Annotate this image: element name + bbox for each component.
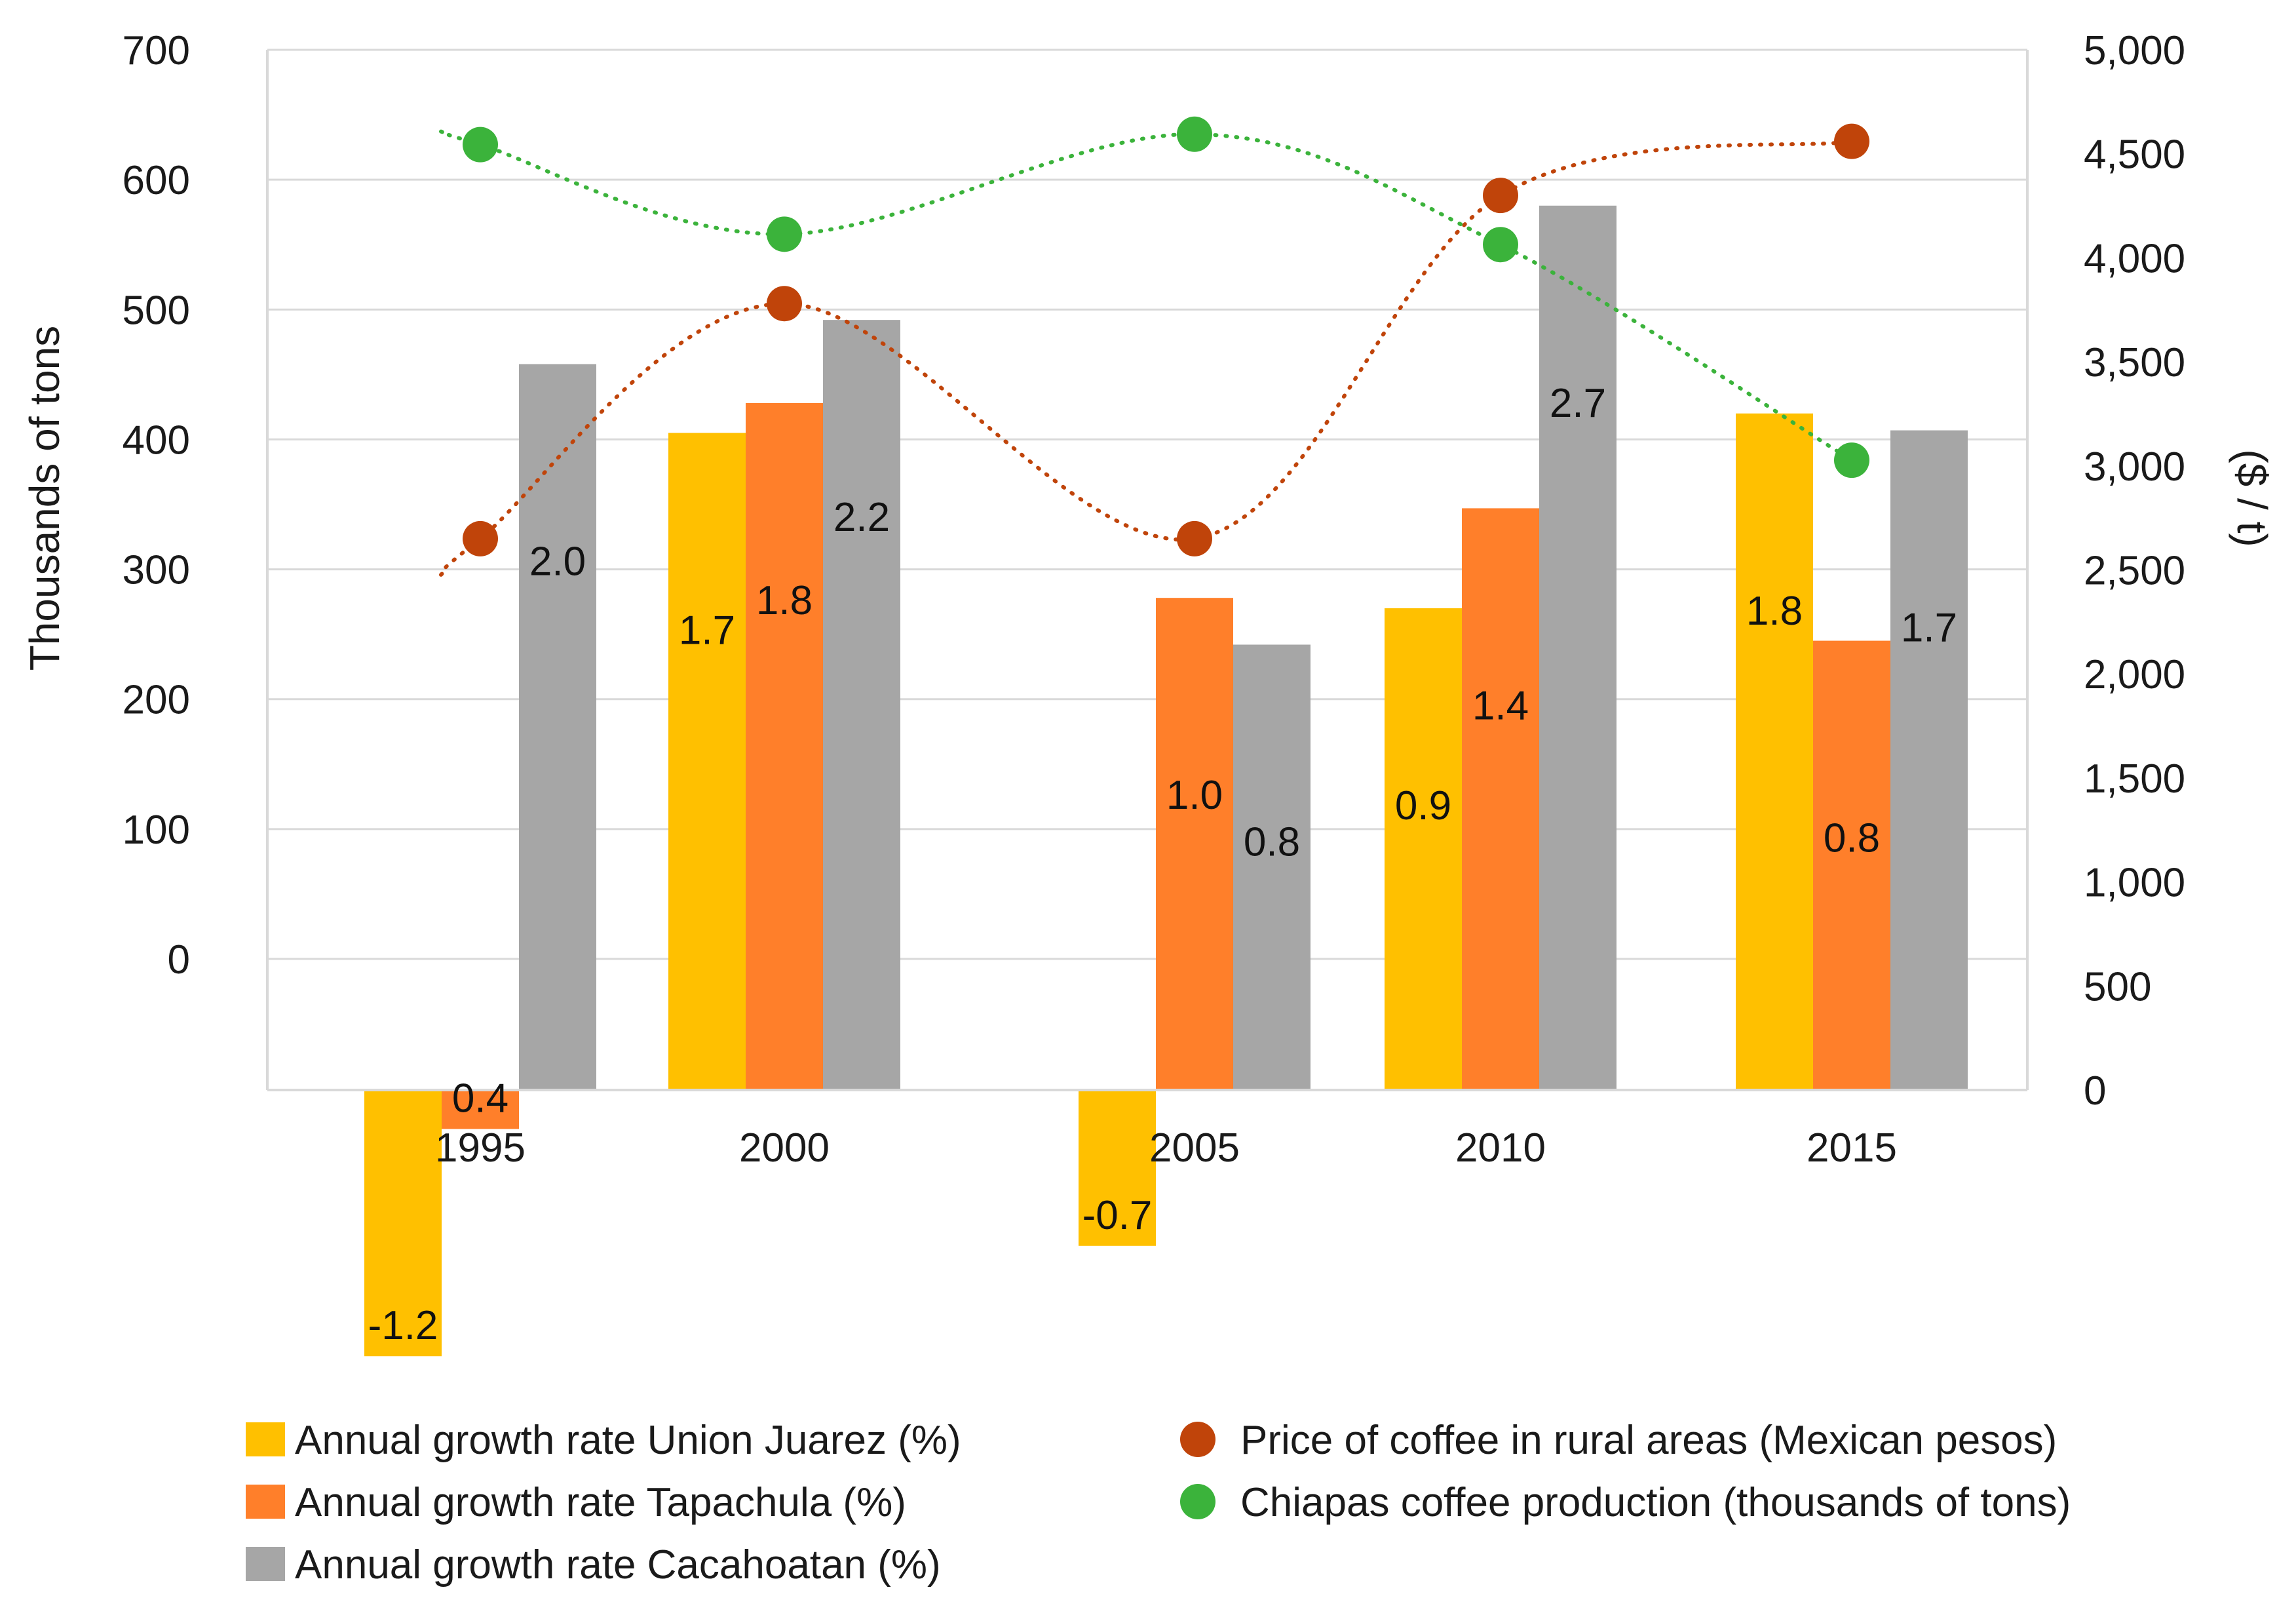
x-tick-label: 2010 [1455, 1125, 1546, 1171]
y2-tick-label: 5,000 [2084, 28, 2185, 73]
bar-data-label: 0.4 [452, 1076, 508, 1121]
y2-tick-label: 2,500 [2084, 549, 2185, 594]
y2-tick-label: 4,500 [2084, 132, 2185, 178]
bar-data-label: -0.7 [1082, 1193, 1153, 1238]
bar-data-label: -1.2 [368, 1303, 438, 1348]
bar-data-label: 0.9 [1395, 783, 1451, 828]
legend-item: Chiapas coffee production (thousands of … [1180, 1480, 2071, 1525]
legend-label: Annual growth rate Cacahoatan (%) [295, 1542, 941, 1588]
bar-data-label: 2.0 [529, 539, 586, 585]
y2-tick-label: 500 [2084, 964, 2151, 1009]
series-point [1177, 116, 1212, 152]
bars [364, 205, 1968, 1357]
legend-item: Annual growth rate Union Juarez (%) [246, 1418, 961, 1463]
series-point [463, 520, 498, 556]
bar-data-label: 2.2 [833, 495, 890, 540]
y2-tick-label: 2,000 [2084, 652, 2185, 697]
y-tick-label: 600 [123, 158, 190, 203]
series-point [1834, 442, 1869, 478]
tick-labels: 700 600 500 400 300 200 100 0 5,000 4,500 4,000 3,5… [123, 28, 2186, 1171]
y2-axis-title: ($ / t) [2229, 449, 2276, 547]
series-point [463, 127, 498, 163]
y2-tick-label: 1,500 [2084, 756, 2185, 802]
series-point [1483, 178, 1518, 214]
bar [1079, 1090, 1156, 1246]
series-point [1177, 520, 1212, 556]
series-line [439, 129, 1854, 463]
bar-data-label: 0.8 [1244, 819, 1300, 865]
bar [823, 320, 900, 1090]
legend-marker [1180, 1484, 1215, 1519]
bar-data-label: 1.4 [1472, 683, 1529, 728]
series-point [1834, 123, 1869, 159]
series-line [439, 139, 1854, 577]
y-tick-label: 400 [123, 418, 190, 463]
y2-tick-label: 4,000 [2084, 236, 2185, 281]
bar [1890, 430, 1968, 1090]
bar [1813, 640, 1890, 1090]
x-tick-label: 2015 [1807, 1125, 1897, 1171]
bar [364, 1090, 442, 1357]
bar [442, 1090, 519, 1129]
y2-tick-label: 3,500 [2084, 340, 2185, 385]
y-tick-label: 300 [123, 548, 190, 593]
bar [1462, 508, 1539, 1090]
x-tick-label: 2000 [739, 1125, 830, 1171]
legend-item: Annual growth rate Tapachula (%) [246, 1480, 906, 1525]
series-point [767, 216, 802, 252]
bar-data-label: 1.7 [679, 608, 735, 653]
bar [1385, 608, 1462, 1090]
legend: Annual growth rate Union Juarez (%) Annua… [246, 1418, 2071, 1588]
y-tick-label: 200 [123, 678, 190, 723]
bar [1736, 413, 1813, 1090]
y-tick-label: 500 [123, 288, 190, 333]
y2-tick-label: 1,000 [2084, 861, 2185, 906]
legend-label: Annual growth rate Union Juarez (%) [295, 1418, 961, 1463]
y-tick-label: 100 [123, 808, 190, 853]
bar-data-label: 2.7 [1550, 381, 1606, 426]
legend-label: Price of coffee in rural areas (Mexican … [1240, 1418, 2057, 1463]
bar [1233, 644, 1311, 1090]
series-point [767, 286, 802, 322]
y2-tick-label: 0 [2084, 1068, 2106, 1114]
legend-label: Annual growth rate Tapachula (%) [295, 1480, 906, 1525]
bar [746, 402, 823, 1091]
legend-swatch [246, 1485, 285, 1519]
bar-data-label: 1.7 [1901, 606, 1957, 651]
bar-data-label: 1.0 [1166, 773, 1223, 818]
legend-item: Annual growth rate Cacahoatan (%) [246, 1542, 941, 1588]
legend-swatch [246, 1422, 285, 1456]
bar-labels: -1.2 1.7 -0.7 0.9 1.8 0.4 1.8 1.0 1.4 0.8 2.0 2.2 0.… [368, 381, 1958, 1348]
legend-swatch [246, 1547, 285, 1581]
bar-data-label: 1.8 [756, 578, 813, 623]
y-tick-label: 0 [168, 937, 190, 983]
bar [1539, 205, 1617, 1090]
bar [668, 433, 746, 1090]
bar [1156, 598, 1233, 1090]
y2-tick-label: 3,000 [2084, 444, 2185, 490]
bar-data-label: 0.8 [1824, 816, 1880, 861]
y-tick-label: 700 [123, 28, 190, 73]
x-tick-label: 2005 [1149, 1125, 1240, 1171]
legend-marker [1180, 1422, 1215, 1457]
axes [266, 50, 2029, 1091]
bar-data-label: 1.8 [1746, 589, 1803, 634]
bar [519, 364, 596, 1090]
line-series [439, 116, 1869, 577]
legend-item: Price of coffee in rural areas (Mexican … [1180, 1418, 2057, 1463]
x-tick-label: 1995 [435, 1125, 526, 1171]
series-point [1483, 227, 1518, 263]
legend-label: Chiapas coffee production (thousands of … [1240, 1480, 2071, 1525]
y-axis-title: Thousands of tons [21, 326, 68, 671]
